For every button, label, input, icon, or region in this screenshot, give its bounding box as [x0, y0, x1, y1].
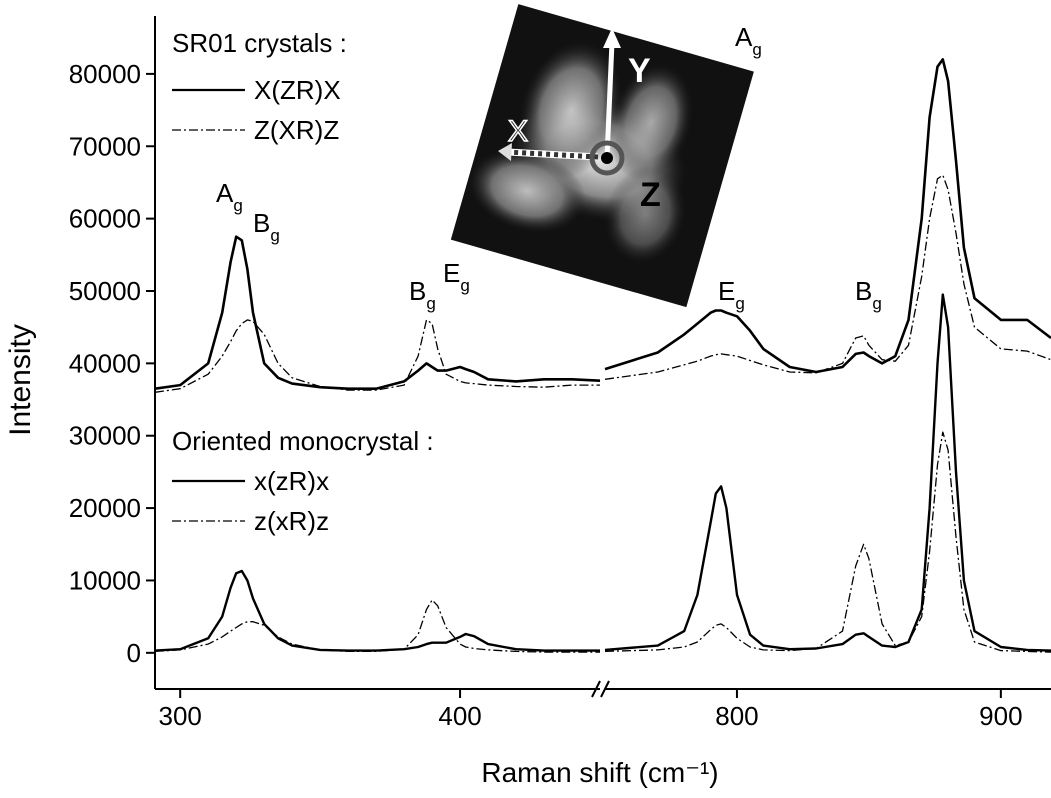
x-tick-label: 800 — [715, 701, 758, 731]
peak-label-sub: g — [752, 40, 761, 59]
legend-label: X(ZR)X — [254, 75, 341, 105]
peak-label: Eg — [443, 258, 470, 295]
series-line — [154, 174, 1051, 393]
series-line — [154, 293, 1051, 652]
x-axis-label: Raman shift (cm⁻¹) — [481, 757, 718, 788]
peak-label-sub: g — [872, 294, 881, 313]
y-axis-label: Intensity — [4, 324, 37, 436]
series-line — [154, 431, 1051, 653]
legend-title: SR01 crystals : — [172, 28, 347, 58]
peak-label-main: B — [253, 208, 270, 238]
peak-label-sub: g — [460, 276, 469, 295]
x-tick-label: 300 — [158, 701, 201, 731]
peak-label: Bg — [855, 276, 882, 313]
peak-label-sub: g — [426, 294, 435, 313]
inset-label: Z — [640, 176, 661, 214]
y-tick-label: 10000 — [69, 565, 141, 595]
peak-label: Bg — [253, 208, 280, 245]
axis-break — [591, 680, 601, 698]
legend-label: Z(XR)Z — [254, 115, 339, 145]
inset-label: Y — [628, 52, 651, 90]
peak-label: Eg — [718, 276, 745, 313]
series-line — [154, 58, 1051, 390]
y-tick-label: 70000 — [69, 131, 141, 161]
peak-label-sub: g — [233, 196, 242, 215]
peak-label: Bg — [409, 276, 436, 313]
axis-break — [600, 680, 610, 698]
legend-label: x(zR)x — [254, 466, 329, 496]
peak-label-sub: g — [735, 294, 744, 313]
x-tick-label: 400 — [438, 701, 481, 731]
peak-label-main: E — [718, 276, 735, 306]
peak-label-main: B — [409, 276, 426, 306]
y-tick-label: 0 — [127, 638, 141, 668]
peak-label: Ag — [735, 22, 762, 59]
y-tick-label: 20000 — [69, 493, 141, 523]
inset-label: X — [508, 115, 528, 148]
y-tick-label: 30000 — [69, 421, 141, 451]
legend-title: Oriented monocrystal : — [172, 426, 434, 456]
y-tick-label: 50000 — [69, 276, 141, 306]
peak-label: Ag — [216, 178, 243, 215]
inset-axes — [498, 28, 625, 176]
peak-label-main: A — [735, 22, 753, 52]
y-tick-label: 60000 — [69, 204, 141, 234]
legend-label: z(xR)z — [254, 506, 329, 536]
x-tick-label: 900 — [979, 701, 1022, 731]
peak-label-main: E — [443, 258, 460, 288]
peak-label-sub: g — [270, 226, 279, 245]
peak-label-main: B — [855, 276, 872, 306]
peak-label-main: A — [216, 178, 234, 208]
y-tick-label: 40000 — [69, 348, 141, 378]
y-tick-label: 80000 — [69, 59, 141, 89]
